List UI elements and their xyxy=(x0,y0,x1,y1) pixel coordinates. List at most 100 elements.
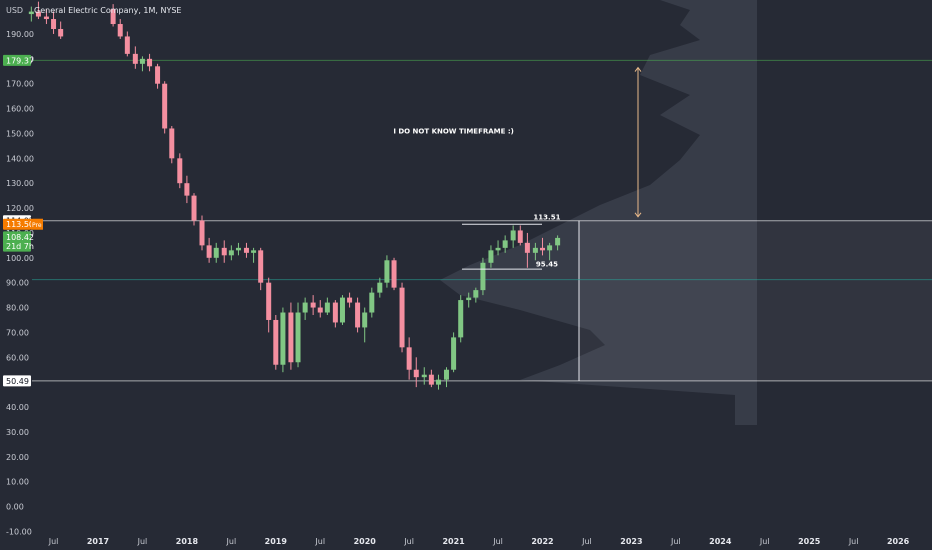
candle-41 xyxy=(377,277,383,298)
price-tag-1-bg xyxy=(3,231,31,243)
candle-52 xyxy=(458,295,464,343)
candle-53 xyxy=(466,292,472,308)
y-tick-label: 70.00 xyxy=(6,328,29,337)
candle-62 xyxy=(532,242,538,261)
x-tick-label: 2021 xyxy=(442,537,465,546)
candle-body xyxy=(258,250,264,283)
candle-42 xyxy=(384,255,390,288)
candle-13 xyxy=(169,125,175,164)
x-tick-label: Jul xyxy=(670,537,681,546)
candle-21 xyxy=(228,245,234,261)
x-tick-label: 2019 xyxy=(265,537,288,546)
candle-body xyxy=(355,302,361,328)
candle-0 xyxy=(28,6,34,22)
candle-3 xyxy=(51,11,57,34)
candle-body xyxy=(310,302,316,308)
y-tick-label: 0.00 xyxy=(6,503,24,512)
candle-17 xyxy=(199,215,205,251)
y-tick-label: 160.00 xyxy=(6,105,34,114)
candle-10 xyxy=(147,53,153,72)
x-tick-label: 2023 xyxy=(620,537,642,546)
candle-29 xyxy=(288,302,294,370)
candle-body xyxy=(547,245,553,251)
candle-19 xyxy=(213,242,219,263)
candle-14 xyxy=(177,153,183,189)
candle-body xyxy=(377,282,383,293)
y-tick-label: -10.00 xyxy=(6,527,32,536)
candle-60 xyxy=(517,225,523,246)
horizontal-levels xyxy=(32,59,932,382)
candle-body xyxy=(510,230,516,241)
candle-20 xyxy=(221,240,227,263)
candle-body xyxy=(191,195,197,221)
candle-body xyxy=(421,374,427,378)
level-tag-0-bg xyxy=(3,54,31,66)
price-tag-1: 108.42 xyxy=(6,233,34,242)
price-tag-suffix: Pre xyxy=(32,222,42,229)
candle-body xyxy=(555,237,561,246)
candle-7 xyxy=(124,31,130,57)
candle-63 xyxy=(540,237,545,256)
candle-body xyxy=(517,230,523,243)
candle-body xyxy=(435,379,441,385)
candle-body xyxy=(332,302,338,323)
range-arrow-head-top xyxy=(634,66,642,72)
candle-body xyxy=(399,287,405,348)
candle-32 xyxy=(310,295,316,316)
candle-body xyxy=(206,245,212,258)
candle-26 xyxy=(266,277,272,333)
candle-9 xyxy=(139,56,145,72)
candle-46 xyxy=(413,357,419,388)
candle-body xyxy=(243,247,249,253)
candle-body xyxy=(413,369,419,378)
candle-body xyxy=(213,247,219,258)
y-tick-label: 40.00 xyxy=(6,403,29,412)
candle-33 xyxy=(317,300,323,318)
y-tick-label: 100.00 xyxy=(6,254,34,263)
candle-body xyxy=(317,307,323,313)
candle-body xyxy=(302,302,308,313)
candle-51 xyxy=(451,332,457,373)
candle-body xyxy=(169,128,175,159)
candle-50 xyxy=(443,367,449,388)
candle-body xyxy=(28,11,34,15)
candle-5 xyxy=(110,4,116,27)
candle-body xyxy=(524,242,530,253)
y-tick-label: 120.00 xyxy=(6,204,34,213)
candle-6 xyxy=(117,19,123,39)
candle-body xyxy=(458,300,464,338)
candle-body xyxy=(406,347,412,370)
x-tick-label: Jul xyxy=(226,537,237,546)
candle-39 xyxy=(362,307,368,343)
candle-body xyxy=(339,297,345,323)
x-tick-label: 2017 xyxy=(87,537,109,546)
candle-body xyxy=(347,297,353,303)
y-tick-label: 130.00 xyxy=(6,179,34,188)
candle-body xyxy=(251,250,257,253)
candle-34 xyxy=(324,297,330,316)
candle-body xyxy=(362,312,368,328)
candle-body xyxy=(124,36,130,54)
x-tick-label: 2026 xyxy=(887,537,910,546)
y-tick-label: 150.00 xyxy=(6,129,34,138)
candle-16 xyxy=(191,193,197,226)
candle-body xyxy=(273,319,279,365)
candle-48 xyxy=(428,369,434,388)
candle-25 xyxy=(258,247,264,291)
y-tick-label: 80.00 xyxy=(6,304,29,313)
candle-45 xyxy=(406,337,412,380)
chart-title: General Electric Company, 1M, NYSE xyxy=(34,6,181,15)
candle-56 xyxy=(488,245,494,268)
currency-label: USD xyxy=(6,6,23,15)
candle-body xyxy=(391,260,397,288)
candle-body xyxy=(51,19,57,29)
candle-body xyxy=(162,83,168,129)
x-tick-label: Jul xyxy=(492,537,503,546)
candle-body xyxy=(228,250,234,256)
candle-4 xyxy=(58,21,64,39)
candle-body xyxy=(199,220,205,246)
candle-24 xyxy=(251,247,257,263)
y-tick-label: 20.00 xyxy=(6,453,29,462)
candle-body xyxy=(443,369,449,380)
